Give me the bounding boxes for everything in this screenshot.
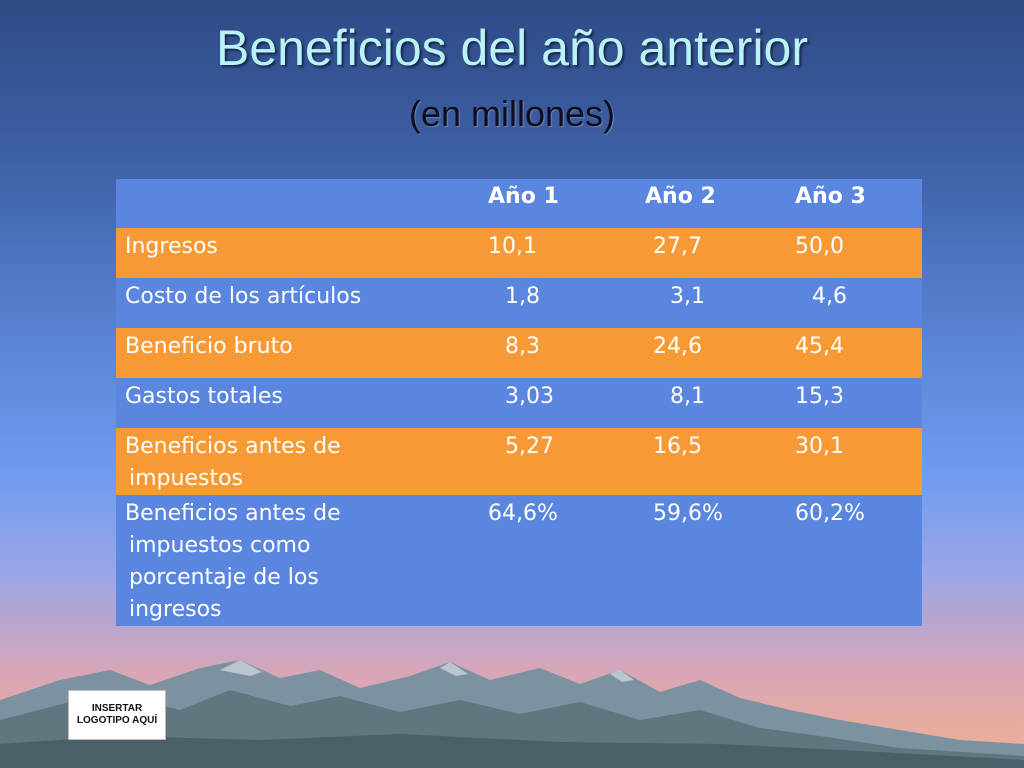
logo-line-1: INSERTAR [91,703,143,714]
table-header-row: Año 1 Año 2 Año 3 [116,179,922,228]
header-year-1: Año 1 [488,184,559,209]
row-label: Costo de los artículos [125,284,362,309]
cell-year-3: 60,2% [795,501,865,526]
table-row: Costo de los artículos 1,8 3,1 4,6 [116,278,922,328]
profit-table: Año 1 Año 2 Año 3 Ingresos 10,1 27,7 50,… [116,179,922,626]
header-year-2: Año 2 [645,184,716,209]
table-row: Beneficio bruto 8,3 24,6 45,4 [116,328,922,378]
slide-title: Beneficios del año anterior [215,20,809,76]
cell-year-2: 3,1 [670,284,705,309]
row-label: Gastos totales [125,384,283,409]
header-year-3: Año 3 [795,184,866,209]
cell-year-1: 5,27 [505,434,554,459]
row-label: Beneficio bruto [125,334,293,359]
cell-year-3: 45,4 [795,334,844,359]
table-row: Beneficios antes de impuestos como porce… [116,495,922,626]
logo-line-2: LOGOTIPO AQUÍ [76,715,158,726]
cell-year-3: 30,1 [795,434,844,459]
cell-year-3: 50,0 [795,234,844,259]
cell-year-2: 8,1 [670,384,705,409]
cell-year-2: 16,5 [653,434,702,459]
cell-year-1: 64,6% [488,501,558,526]
cell-year-3: 4,6 [812,284,847,309]
table-row: Gastos totales 3,03 8,1 15,3 [116,378,922,428]
row-label: Beneficios antes de impuestos [125,434,341,491]
cell-year-1: 10,1 [488,234,537,259]
table-row: Ingresos 10,1 27,7 50,0 [116,228,922,278]
table-row: Beneficios antes de impuestos 5,27 16,5 … [116,428,922,495]
cell-year-1: 8,3 [505,334,540,359]
slide-subtitle: (en millones) [408,93,616,134]
logo-placeholder: INSERTAR LOGOTIPO AQUÍ [68,690,166,740]
header-empty-cell [116,179,480,228]
mountain-range-decoration [0,660,1024,768]
cell-year-1: 3,03 [505,384,554,409]
row-label: Beneficios antes de impuestos como porce… [125,501,341,622]
cell-year-2: 24,6 [653,334,702,359]
cell-year-1: 1,8 [505,284,540,309]
cell-year-3: 15,3 [795,384,844,409]
cell-year-2: 27,7 [653,234,702,259]
row-label: Ingresos [125,234,218,259]
cell-year-2: 59,6% [653,501,723,526]
